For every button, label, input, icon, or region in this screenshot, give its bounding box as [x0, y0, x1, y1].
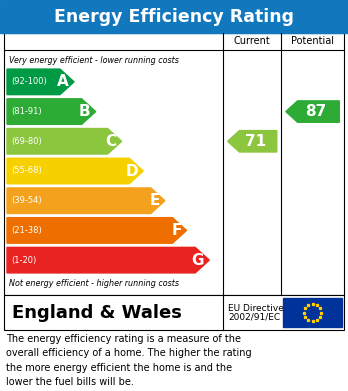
- Text: D: D: [126, 163, 138, 179]
- Text: 87: 87: [305, 104, 326, 119]
- Polygon shape: [7, 218, 187, 243]
- Polygon shape: [7, 69, 74, 95]
- Polygon shape: [7, 248, 209, 273]
- Text: C: C: [105, 134, 117, 149]
- Text: Very energy efficient - lower running costs: Very energy efficient - lower running co…: [9, 56, 179, 65]
- Text: 2002/91/EC: 2002/91/EC: [228, 313, 280, 322]
- Text: (55-68): (55-68): [11, 167, 42, 176]
- Polygon shape: [286, 101, 339, 122]
- Text: B: B: [79, 104, 91, 119]
- Text: Current: Current: [234, 36, 271, 47]
- Text: Not energy efficient - higher running costs: Not energy efficient - higher running co…: [9, 278, 179, 287]
- Text: F: F: [171, 223, 182, 238]
- Polygon shape: [7, 188, 165, 213]
- Text: EU Directive: EU Directive: [228, 304, 284, 313]
- Polygon shape: [7, 99, 96, 124]
- Text: E: E: [150, 193, 160, 208]
- Bar: [4, 33, 344, 295]
- Bar: [0, 0, 348, 33]
- Text: The energy efficiency rating is a measure of the
overall efficiency of a home. T: The energy efficiency rating is a measur…: [6, 334, 252, 387]
- Text: (21-38): (21-38): [11, 226, 42, 235]
- Text: 71: 71: [245, 134, 266, 149]
- Polygon shape: [7, 129, 122, 154]
- Text: England & Wales: England & Wales: [12, 303, 182, 321]
- Bar: [283, 298, 342, 327]
- Text: (92-100): (92-100): [11, 77, 47, 86]
- Polygon shape: [7, 158, 143, 184]
- Text: (81-91): (81-91): [11, 107, 42, 116]
- Polygon shape: [228, 131, 277, 152]
- Text: A: A: [57, 74, 69, 90]
- Bar: [4, 295, 344, 330]
- Text: G: G: [192, 253, 204, 268]
- Text: (69-80): (69-80): [11, 137, 42, 146]
- Text: Potential: Potential: [291, 36, 334, 47]
- Text: Energy Efficiency Rating: Energy Efficiency Rating: [54, 7, 294, 25]
- Text: (1-20): (1-20): [11, 256, 36, 265]
- Text: (39-54): (39-54): [11, 196, 42, 205]
